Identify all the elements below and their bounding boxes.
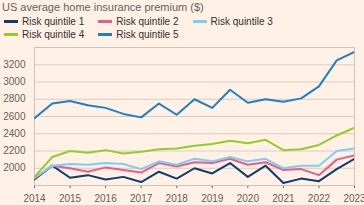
html-text:Risk quintile 3: Risk quintile 3 — [210, 16, 273, 27]
svg-text:2014: 2014 — [23, 193, 46, 203]
svg-text:2021: 2021 — [272, 193, 295, 203]
html-text:Risk quintile 4: Risk quintile 4 — [22, 29, 85, 40]
svg-text:2017: 2017 — [130, 193, 153, 203]
svg-text:2018: 2018 — [166, 193, 189, 203]
svg-text:3000: 3000 — [3, 76, 26, 87]
svg-text:2022: 2022 — [308, 193, 331, 203]
svg-text:2800: 2800 — [3, 93, 26, 104]
svg-text:2600: 2600 — [3, 111, 26, 122]
html-text:Risk quintile 5: Risk quintile 5 — [116, 29, 179, 40]
html-text:Risk quintile 2: Risk quintile 2 — [116, 16, 179, 27]
svg-text:2019: 2019 — [201, 193, 224, 203]
svg-text:3200: 3200 — [3, 59, 26, 70]
svg-text:2200: 2200 — [3, 145, 26, 156]
svg-text:2400: 2400 — [3, 128, 26, 139]
svg-text:2023: 2023 — [343, 193, 364, 203]
svg-text:2015: 2015 — [59, 193, 82, 203]
svg-text:2016: 2016 — [94, 193, 117, 203]
html-text:Risk quintile 1: Risk quintile 1 — [22, 16, 85, 27]
svg-text:2000: 2000 — [3, 162, 26, 173]
svg-text:2020: 2020 — [237, 193, 260, 203]
html-text:US average home insurance prem: US average home insurance premium ($) — [2, 1, 204, 13]
